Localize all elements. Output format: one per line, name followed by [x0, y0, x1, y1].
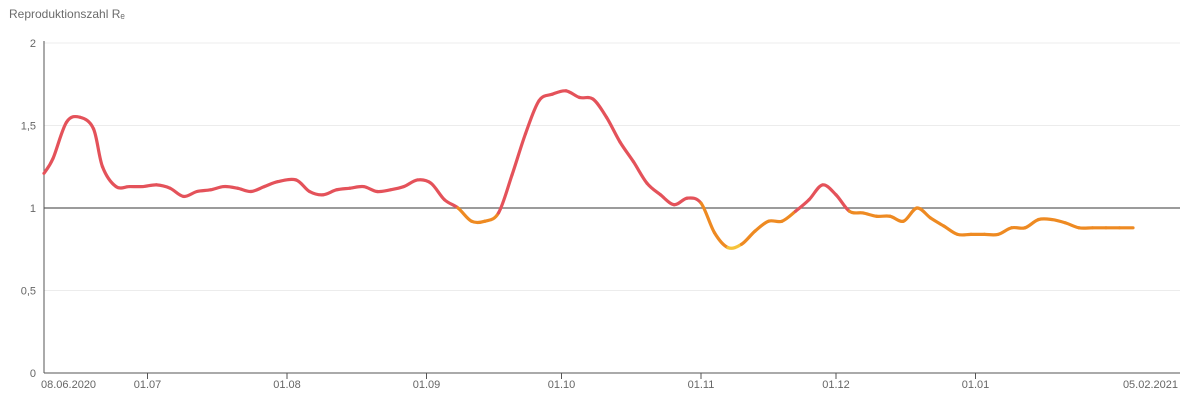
x-tick-label: 01.09 — [413, 379, 441, 391]
re-line-segment — [796, 200, 810, 212]
re-line-segment — [431, 183, 445, 200]
re-line-segment — [1012, 228, 1026, 229]
re-line-segment — [296, 180, 310, 192]
re-line-segment — [53, 122, 67, 158]
re-line-segment — [404, 180, 418, 187]
x-tick-label: 08.06.2020 — [41, 379, 96, 391]
x-tick-label: 01.07 — [134, 379, 162, 391]
re-line-segment — [80, 117, 94, 129]
re-line-segment — [850, 211, 864, 213]
y-tick-label: 0,5 — [21, 286, 36, 298]
re-line-segment — [94, 129, 103, 167]
re-line-segment — [661, 195, 675, 205]
re-line-segment — [116, 187, 130, 188]
y-tick-label: 1,5 — [21, 121, 36, 133]
re-line-segment — [620, 142, 634, 162]
y-tick-label: 2 — [30, 38, 36, 50]
re-line-segment — [944, 226, 958, 234]
re-line-segment — [755, 221, 769, 231]
re-line-segment — [1066, 223, 1080, 228]
re-line-segment — [472, 221, 486, 222]
re-line-segment — [728, 244, 742, 248]
re-line-segment — [931, 218, 945, 226]
re-line-segment — [184, 192, 198, 197]
re-line-segment — [674, 198, 688, 205]
grid-layer — [44, 43, 1180, 291]
re-line-segment — [197, 190, 211, 192]
re-line-segment — [634, 162, 648, 183]
y-tick-label: 0 — [30, 368, 36, 380]
re-line-segment — [377, 190, 391, 192]
re-line-segment — [890, 216, 904, 221]
re-line-segment — [323, 190, 337, 195]
line-layer — [44, 91, 1133, 249]
re-line-segment — [863, 213, 877, 216]
x-tick-label: 01.10 — [548, 379, 576, 391]
re-line-segment — [211, 187, 225, 190]
re-line-segment — [364, 187, 378, 192]
re-line-segment — [143, 185, 157, 187]
re-line-segment — [265, 182, 279, 187]
re-line-segment — [715, 233, 729, 248]
re-line-segment — [647, 183, 661, 195]
re-line-segment — [809, 185, 823, 200]
re-line-segment — [157, 185, 171, 188]
re-line-segment — [769, 221, 783, 222]
x-tick-label: 05.02.2021 — [1123, 379, 1178, 391]
re-line-segment — [485, 213, 499, 221]
re-line-segment — [782, 211, 796, 221]
re-line-segment — [224, 187, 238, 189]
re-line-segment — [917, 208, 931, 218]
x-tick-label: 01.12 — [822, 379, 850, 391]
re-line-segment — [512, 134, 526, 175]
re-line-segment — [1052, 220, 1066, 223]
re-line-segment — [958, 234, 972, 235]
y-tick-label: 1 — [30, 203, 36, 215]
re-line-segment — [836, 195, 850, 212]
re-line-segment — [418, 180, 432, 183]
re-line-segment — [593, 99, 607, 117]
re-line-segment — [251, 187, 265, 192]
re-line-segment — [391, 187, 405, 190]
re-line-segment — [688, 198, 702, 203]
re-line-segment — [998, 228, 1012, 235]
re-line-segment — [278, 179, 296, 181]
re-line-segment — [904, 208, 918, 221]
re-line-segment — [539, 94, 553, 101]
re-line-segment — [350, 186, 364, 188]
re-line-segment — [566, 91, 580, 98]
x-tick-label: 01.01 — [962, 379, 990, 391]
re-line-segment — [310, 192, 324, 195]
re-line-segment — [580, 97, 594, 99]
re-line-segment — [445, 200, 459, 208]
re-line-segment — [103, 167, 117, 187]
re-line-segment — [458, 208, 472, 221]
re-line-segment — [823, 185, 837, 195]
axis-layer — [44, 41, 1180, 379]
re-line-segment — [742, 231, 756, 244]
re-line-segment — [170, 188, 184, 196]
x-tick-label: 01.11 — [688, 379, 715, 391]
re-line-segment — [553, 91, 567, 94]
re-line-segment — [1025, 220, 1039, 228]
re-line-segment — [337, 188, 351, 190]
re-line-segment — [238, 188, 252, 191]
re-line-segment — [44, 159, 53, 174]
x-tick-label: 01.08 — [273, 379, 301, 391]
re-line-segment — [607, 117, 621, 142]
label-layer: 0 0,5 1 1,5 2 08.06.2020 01.07 01.08 01.09 01.10 0… — [21, 38, 1178, 391]
re-line-segment — [1039, 219, 1053, 220]
re-line-segment — [67, 117, 81, 123]
re-line-segment — [526, 101, 540, 134]
